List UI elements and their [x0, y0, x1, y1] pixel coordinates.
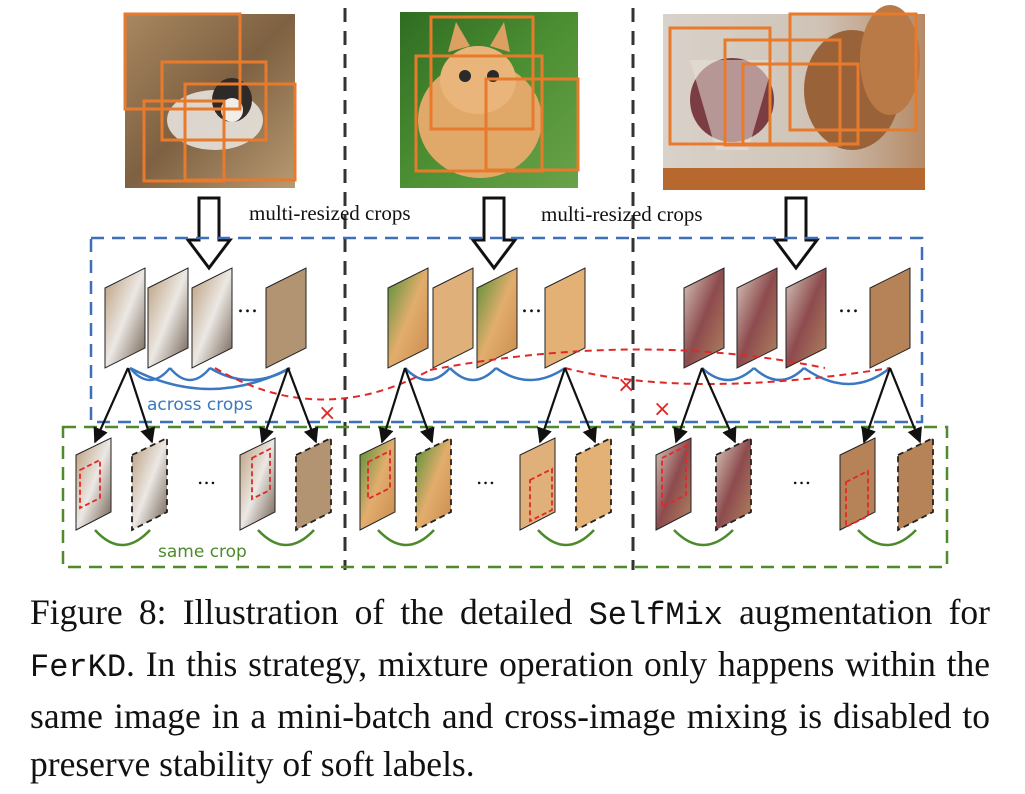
caption-prefix: Figure 8: Illustration of the detailed: [30, 592, 589, 632]
ellipsis: ...: [521, 293, 542, 318]
ellipsis: ...: [237, 293, 258, 318]
cross-mark-icon: ×: [617, 373, 635, 398]
crop-label-right: multi-resized crops: [541, 202, 703, 226]
source-image-squirrel: [663, 5, 925, 190]
cross-marks: × × ×: [318, 373, 671, 426]
mixed-tile: [655, 437, 692, 531]
crop-box: [668, 26, 772, 146]
across-crops-arcs: [129, 366, 891, 391]
mixed-tiles-row: ... ... ...: [75, 436, 934, 532]
crop-box: [414, 54, 544, 173]
mixed-tile: [575, 436, 612, 532]
crop-tile: [683, 267, 725, 369]
crop-tile: [785, 267, 827, 369]
crop-tile: [544, 267, 586, 369]
caption-mid: augmentation for: [722, 592, 990, 632]
across-crops-label: across crops: [147, 395, 253, 415]
cross-mark-icon: ×: [653, 397, 671, 422]
crop-tile: [265, 267, 307, 369]
crop-box: [183, 82, 297, 182]
mixed-tile: [519, 437, 556, 531]
crop-box: [484, 77, 580, 172]
crop-tiles-row: ... ... ...: [104, 267, 911, 369]
mixed-tile: [897, 436, 934, 532]
down-arrow-icon: [470, 196, 518, 271]
column-dividers: [343, 8, 635, 570]
crop-tile: [387, 267, 429, 369]
mixed-tile: [415, 436, 452, 532]
mixed-tile: [239, 437, 276, 531]
cross-mark-icon: ×: [318, 401, 336, 426]
crop-tile: [147, 267, 189, 369]
crop-box: [142, 99, 226, 183]
crop-box: [741, 62, 860, 146]
crop-tile: [432, 267, 474, 369]
same-crop-region: [61, 425, 949, 569]
crop-box: [429, 15, 535, 131]
mixed-tile: [131, 436, 168, 532]
figure-caption: Figure 8: Illustration of the detailed S…: [30, 588, 990, 788]
mixed-tile: [75, 437, 112, 531]
source-image-kitten: [400, 12, 580, 188]
source-image-husky: [123, 12, 297, 188]
ellipsis: ...: [838, 293, 859, 318]
crop-tile: [104, 267, 146, 369]
ellipsis: ...: [197, 465, 216, 489]
down-arrow-icon: [185, 196, 233, 271]
crop-label-left: multi-resized crops: [249, 201, 411, 225]
ellipsis: ...: [476, 465, 495, 489]
crop-tile: [869, 267, 911, 369]
down-arrow-icon: [772, 196, 820, 271]
crop-arrows: [185, 196, 820, 271]
crop-box: [788, 12, 918, 132]
mixed-tile: [295, 436, 332, 532]
caption-code-selfmix: SelfMix: [588, 597, 723, 634]
mixed-tile: [715, 436, 752, 532]
crop-tile: [191, 267, 233, 369]
mix-arrows: [93, 367, 922, 444]
same-crop-arcs: [94, 529, 917, 547]
crop-tile: [476, 267, 518, 369]
same-crop-label: same crop: [158, 542, 247, 562]
caption-code-ferkd: FerKD: [30, 649, 127, 686]
ellipsis: ...: [792, 465, 811, 489]
caption-rest: . In this strategy, mixture operation on…: [30, 644, 990, 784]
crop-tile: [736, 267, 778, 369]
mixed-tile: [839, 437, 876, 531]
across-crops-region: [89, 236, 924, 424]
selfmix-diagram: multi-resized crops multi-resized crops …: [61, 5, 949, 570]
